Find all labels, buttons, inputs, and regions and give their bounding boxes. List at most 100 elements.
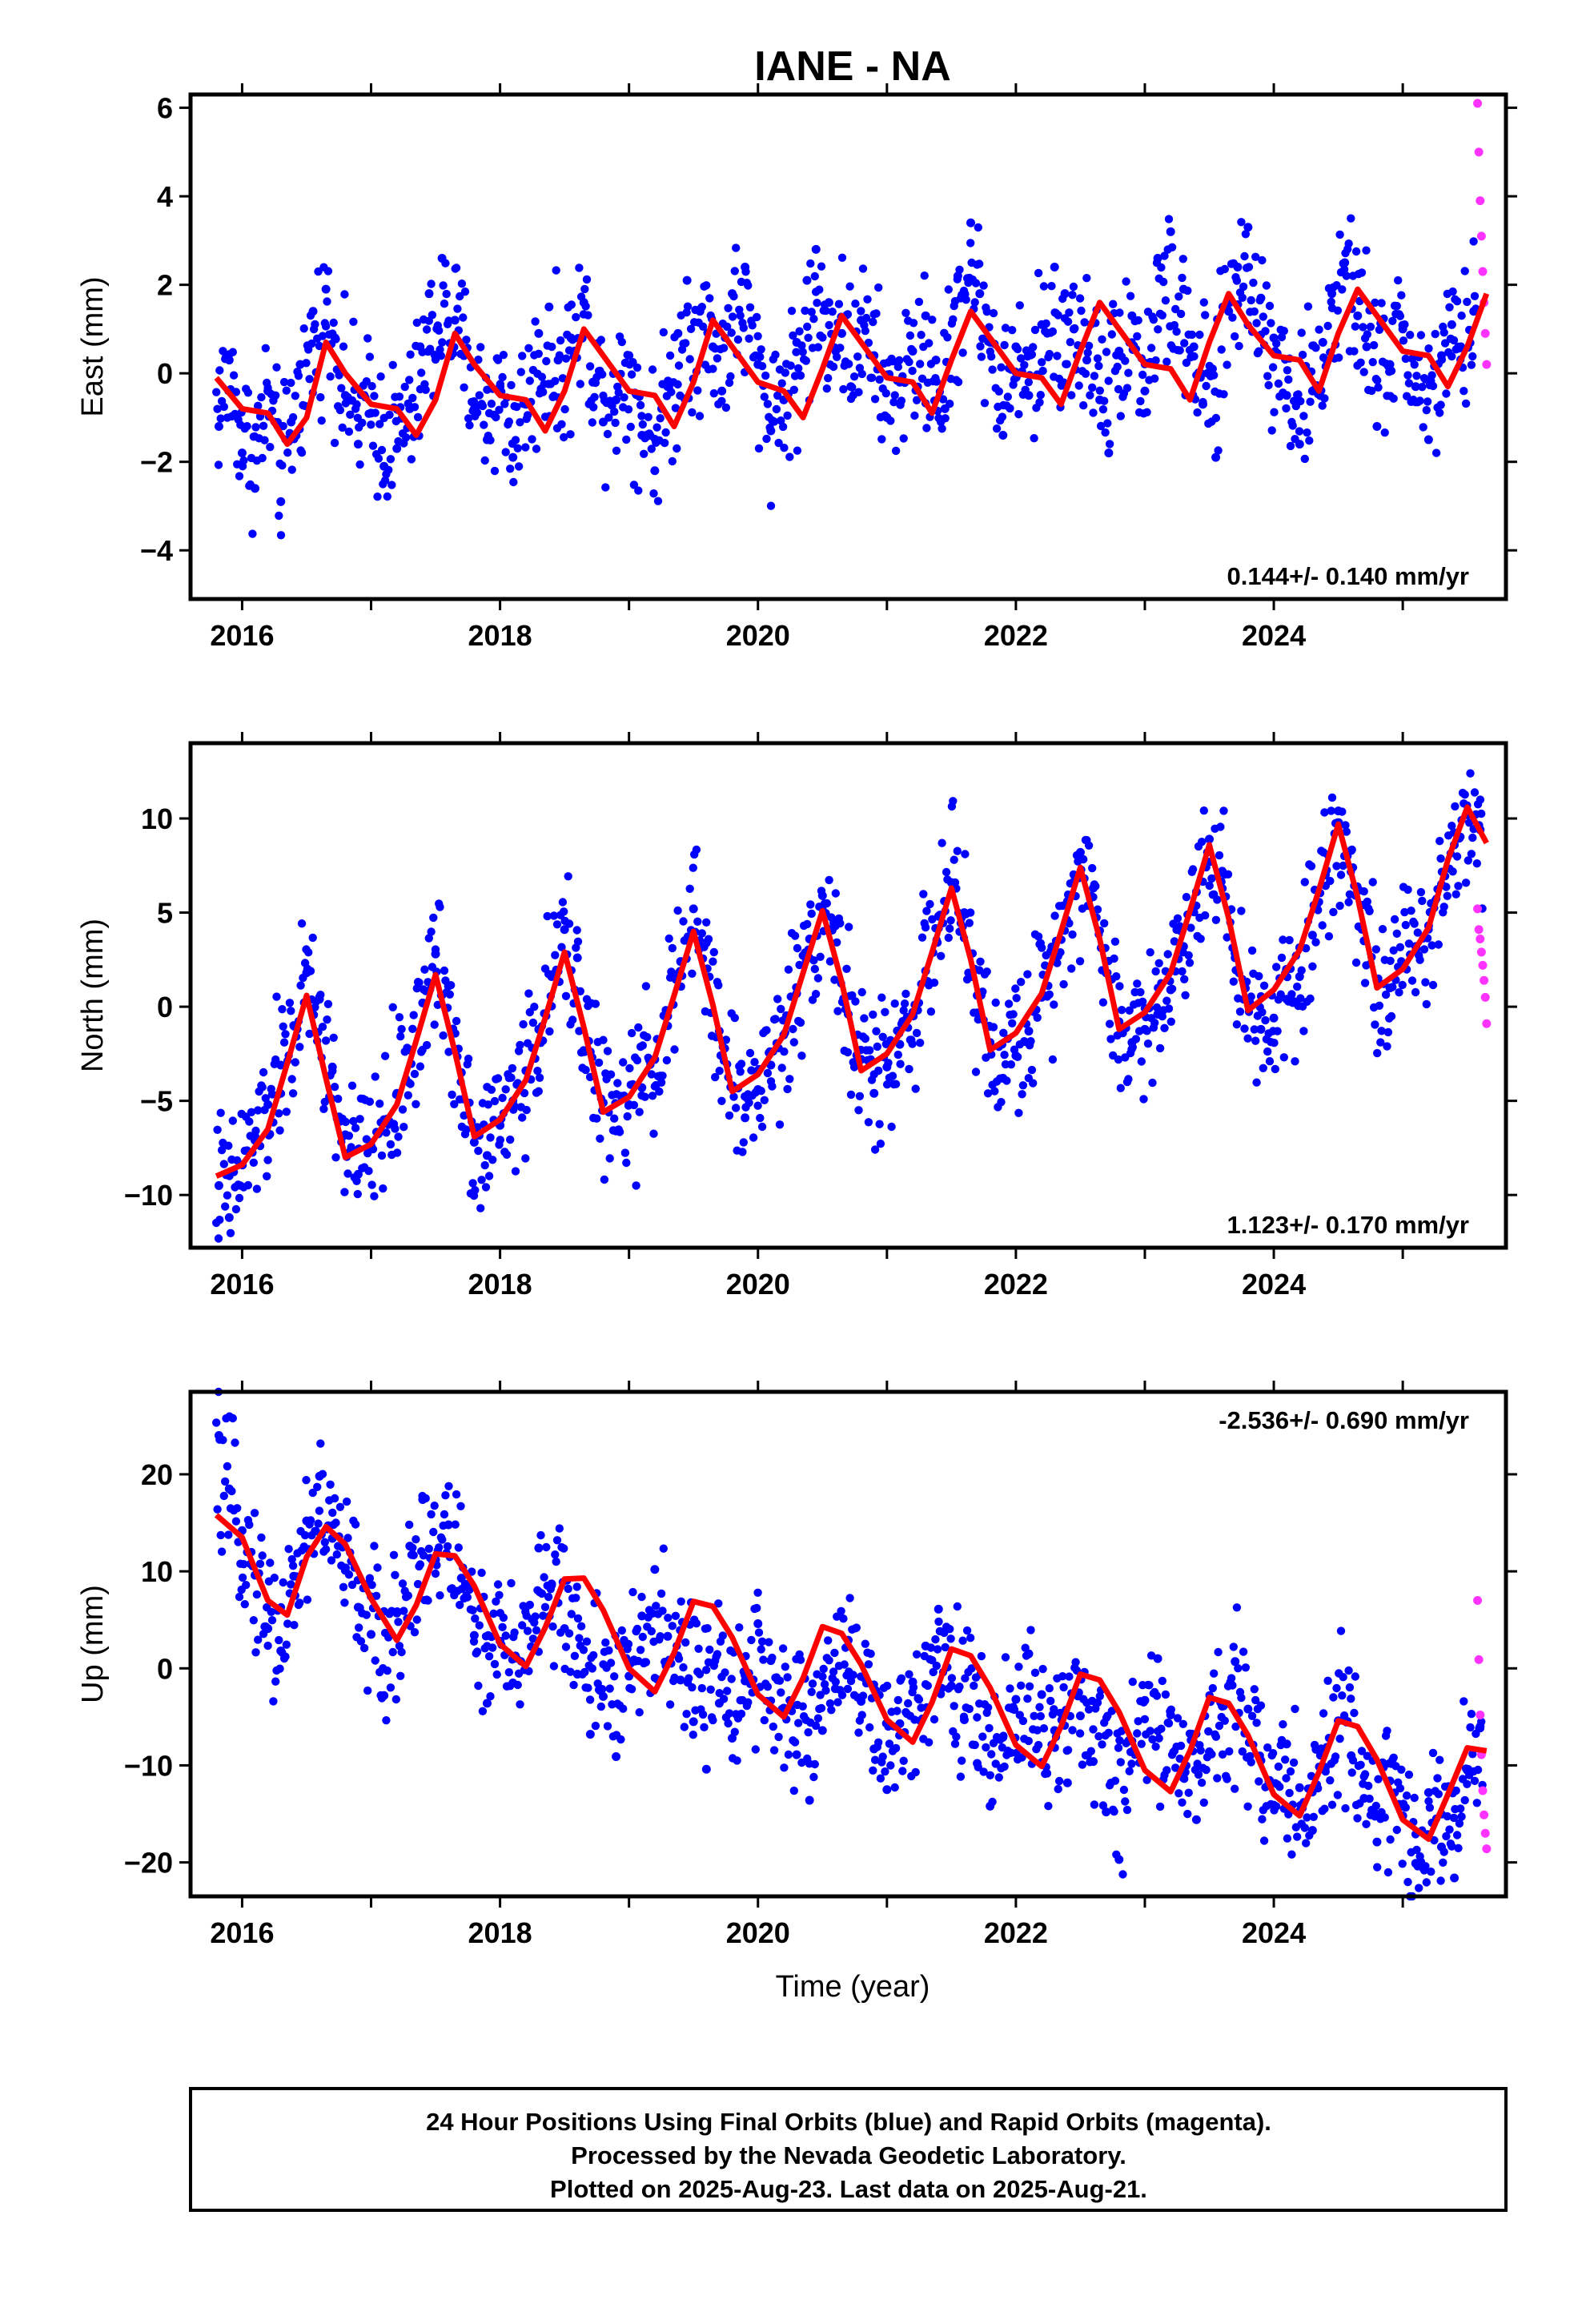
east-final-point — [1166, 227, 1175, 236]
north-final-point — [1000, 1051, 1009, 1059]
north-final-point — [1258, 1007, 1267, 1017]
north-final-point — [516, 1040, 524, 1050]
east-final-point — [652, 423, 661, 432]
up-final-point — [589, 1651, 598, 1660]
east-final-point — [276, 531, 286, 540]
up-final-point — [231, 1438, 239, 1447]
east-final-point — [1121, 356, 1130, 365]
up-final-point — [532, 1626, 541, 1635]
east-fit-line — [214, 286, 1490, 448]
east-final-point — [807, 308, 816, 316]
east-final-point — [811, 244, 821, 254]
east-final-point — [941, 414, 950, 423]
north-final-point — [729, 1092, 738, 1101]
north-final-point — [745, 1098, 753, 1108]
north-final-point — [641, 982, 651, 991]
east-final-point — [276, 497, 286, 506]
north-final-point — [1207, 874, 1216, 883]
east-final-point — [802, 275, 812, 285]
east-final-point — [739, 324, 748, 332]
east-final-point — [1428, 381, 1438, 391]
north-final-point — [1375, 1001, 1384, 1011]
north-final-point — [1461, 879, 1471, 887]
north-final-point — [789, 1024, 797, 1034]
north-final-point — [803, 919, 812, 929]
east-final-point — [214, 421, 223, 431]
north-final-point — [1291, 1057, 1299, 1066]
north-final-point — [576, 987, 584, 996]
north-final-point — [1181, 991, 1190, 1000]
east-final-point — [834, 300, 844, 308]
up-final-point — [1225, 1747, 1234, 1756]
north-final-point — [221, 1202, 230, 1211]
east-final-point — [368, 441, 378, 450]
east-final-point — [1003, 392, 1013, 401]
north-final-point — [739, 1138, 748, 1147]
up-final-point — [839, 1614, 848, 1623]
up-final-point — [1075, 1711, 1085, 1721]
up-final-point — [288, 1562, 298, 1570]
north-final-point — [777, 1004, 785, 1014]
north-final-point — [464, 1054, 473, 1063]
north-final-point — [281, 1030, 290, 1039]
up-final-point — [1176, 1741, 1186, 1751]
east-final-point — [721, 403, 731, 412]
north-final-point — [1466, 769, 1475, 778]
north-final-point — [1415, 955, 1424, 964]
north-final-point — [596, 1134, 604, 1144]
north-final-point — [1428, 980, 1438, 990]
east-final-point — [584, 311, 592, 320]
east-final-point — [673, 380, 682, 389]
north-final-point — [1295, 971, 1304, 981]
east-final-point — [1447, 320, 1456, 329]
up-final-point — [1142, 1775, 1151, 1784]
up-final-point — [1363, 1751, 1372, 1760]
north-final-point — [422, 1040, 432, 1050]
up-final-point — [365, 1574, 375, 1582]
east-final-point — [1255, 347, 1263, 356]
up-final-point — [1287, 1850, 1296, 1859]
east-final-point — [1114, 347, 1124, 356]
north-final-point — [1110, 937, 1120, 947]
east-final-point — [1195, 330, 1204, 340]
up-final-point — [552, 1557, 560, 1566]
east-final-point — [1069, 324, 1078, 334]
north-final-point — [843, 1047, 853, 1057]
north-final-point — [380, 1051, 390, 1060]
east-final-point — [338, 423, 347, 432]
north-final-point — [1045, 990, 1054, 999]
up-final-point — [579, 1646, 588, 1655]
north-final-point — [564, 872, 572, 881]
up-final-point — [436, 1591, 444, 1600]
east-final-point — [575, 263, 584, 272]
east-final-point — [282, 386, 291, 395]
up-final-point — [612, 1752, 621, 1762]
east-final-point — [931, 356, 941, 365]
up-final-point — [813, 1714, 823, 1723]
up-final-point — [1023, 1695, 1032, 1703]
north-final-point — [926, 899, 934, 909]
east-final-point — [772, 404, 781, 414]
east-final-point — [460, 287, 470, 296]
up-final-point — [1353, 1814, 1362, 1823]
east-final-point — [1445, 303, 1454, 312]
east-final-point — [921, 311, 930, 320]
east-final-point — [909, 319, 918, 328]
up-final-point — [224, 1484, 234, 1494]
east-final-point — [1104, 448, 1114, 458]
east-final-point — [1053, 352, 1062, 360]
up-y-tick-label: 10 — [141, 1555, 173, 1588]
up-final-point — [394, 1618, 403, 1626]
up-final-point — [1232, 1603, 1242, 1612]
north-final-point — [1024, 1027, 1034, 1036]
north-final-point — [1407, 907, 1415, 915]
up-final-point — [242, 1581, 251, 1590]
up-final-point — [1466, 1723, 1475, 1732]
east-final-point — [1164, 215, 1174, 223]
up-final-point — [1476, 1722, 1485, 1731]
up-final-point — [805, 1795, 814, 1805]
up-final-point — [1173, 1714, 1182, 1723]
east-final-point — [352, 400, 361, 409]
north-final-point — [476, 1204, 485, 1212]
up-y-tick-label: 20 — [141, 1458, 173, 1491]
